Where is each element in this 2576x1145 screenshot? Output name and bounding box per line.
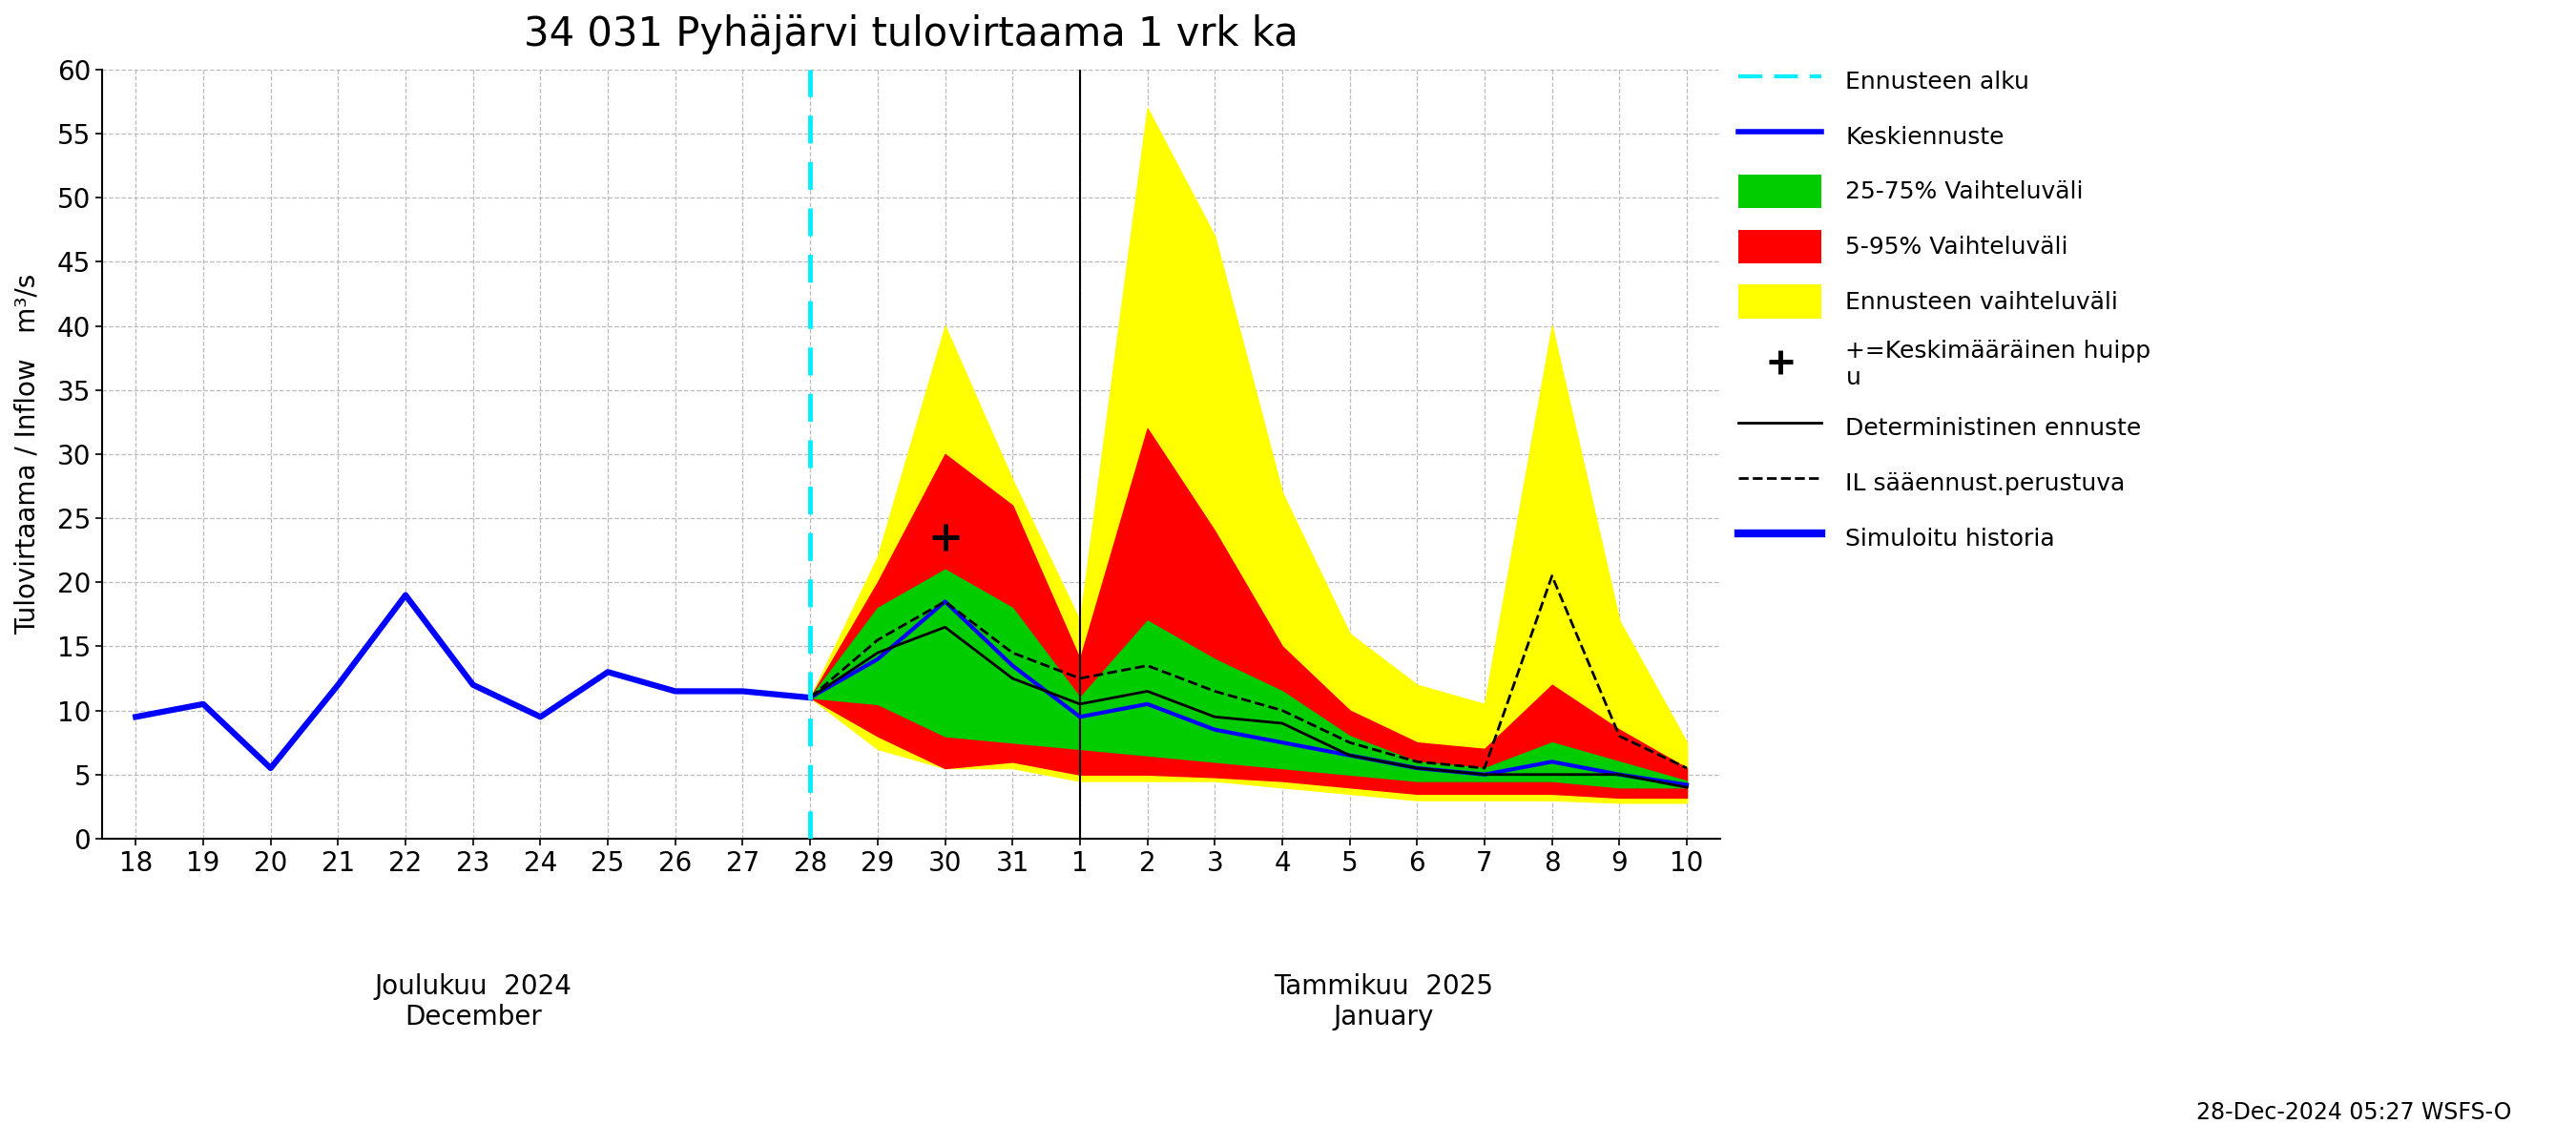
Text: Joulukuu  2024
December: Joulukuu 2024 December [374,973,572,1030]
Text: 28-Dec-2024 05:27 WSFS-O: 28-Dec-2024 05:27 WSFS-O [2197,1101,2512,1124]
Legend: Ennusteen alku, Keskiennuste, 25-75% Vaihteluväli, 5-95% Vaihteluväli, Ennusteen: Ennusteen alku, Keskiennuste, 25-75% Vai… [1728,54,2161,564]
Y-axis label: Tulovirtaama / Inflow   m³/s: Tulovirtaama / Inflow m³/s [15,274,41,634]
Text: Tammikuu  2025
January: Tammikuu 2025 January [1273,973,1494,1030]
Title: 34 031 Pyhäjärvi tulovirtaama 1 vrk ka: 34 031 Pyhäjärvi tulovirtaama 1 vrk ka [523,14,1298,54]
